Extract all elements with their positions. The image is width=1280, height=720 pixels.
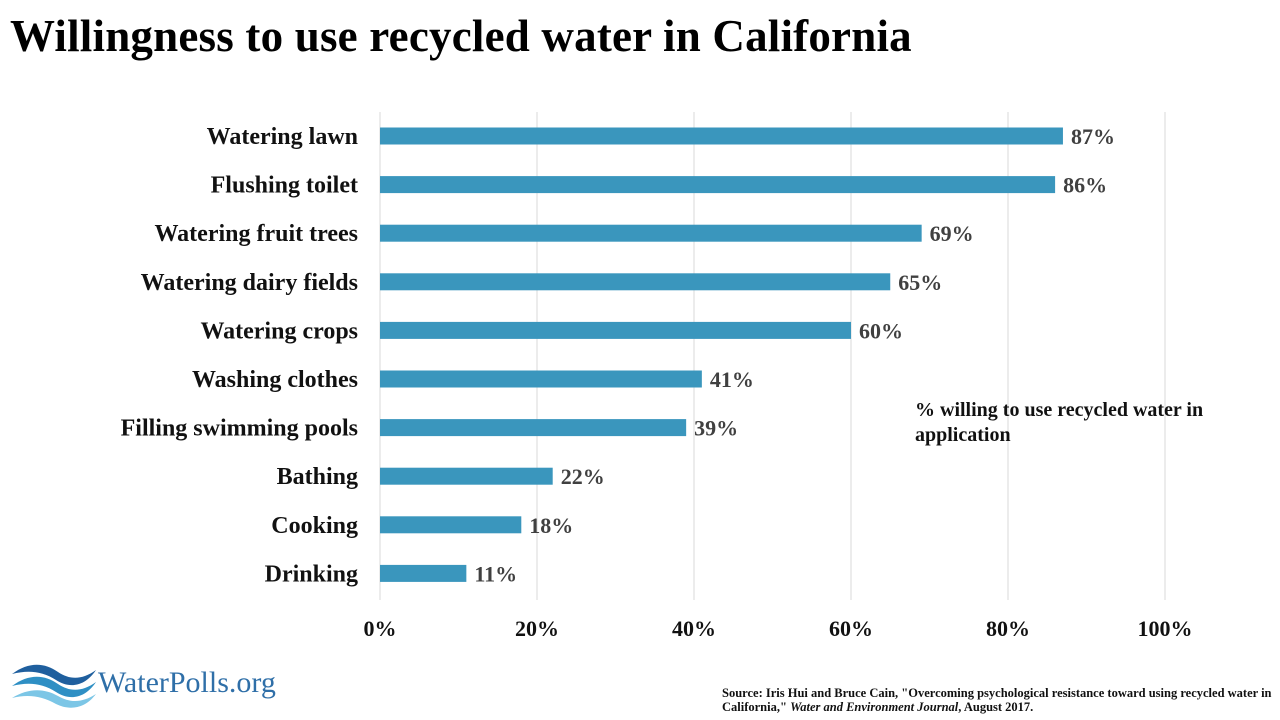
value-label: 60% [859, 318, 903, 343]
bars [380, 127, 1063, 582]
bar [380, 273, 891, 291]
x-tick-label: 100% [1138, 616, 1193, 641]
bar [380, 467, 553, 485]
x-tick-label: 40% [672, 616, 716, 641]
x-tick-label: 20% [515, 616, 559, 641]
bar [380, 127, 1063, 145]
value-label: 65% [898, 270, 942, 295]
chart-title: Willingness to use recycled water in Cal… [10, 11, 912, 61]
value-label: 41% [710, 367, 754, 392]
bar [380, 419, 687, 437]
value-label: 39% [694, 416, 738, 441]
bar [380, 370, 702, 388]
source-citation: Source: Iris Hui and Bruce Cain, "Overco… [722, 686, 1272, 714]
labels: 0% 20% 40% 60% 80% 100% Watering lawn 87% Flushi… [121, 124, 1193, 641]
bar [380, 321, 851, 339]
category-label: Watering dairy fields [141, 270, 358, 296]
value-label: 69% [930, 221, 974, 246]
x-tick-label: 60% [829, 616, 873, 641]
value-label: 87% [1071, 124, 1115, 149]
bar [380, 564, 467, 582]
category-label: Drinking [265, 561, 358, 587]
category-label: Watering lawn [207, 124, 358, 150]
value-label: 11% [474, 561, 517, 586]
x-tick-label: 80% [986, 616, 1030, 641]
source-journal: Water and Environment Journal [790, 700, 959, 714]
value-label: 22% [561, 464, 605, 489]
category-label: Watering fruit trees [155, 221, 359, 247]
category-label: Cooking [271, 513, 358, 539]
x-tick-label: 0% [364, 616, 397, 641]
category-label: Bathing [277, 464, 358, 490]
category-label: Filling swimming pools [121, 416, 358, 442]
logo-text[interactable]: WaterPolls.org [98, 666, 276, 699]
wave-logo-icon [12, 664, 96, 708]
category-label: Washing clothes [192, 367, 358, 393]
category-label: Watering crops [200, 318, 358, 344]
category-label: Flushing toilet [211, 173, 358, 199]
bar [380, 224, 922, 242]
bar [380, 516, 522, 534]
bar [380, 176, 1056, 194]
gridlines [379, 112, 1166, 600]
source-suffix: , August 2017. [958, 700, 1034, 714]
chart-annotation: % willing to use recycled water in appli… [915, 399, 1204, 446]
source-prefix: Source: Iris Hui and Bruce Cain, "Overco… [722, 686, 1272, 714]
value-label: 18% [529, 513, 573, 538]
value-label: 86% [1063, 173, 1107, 198]
